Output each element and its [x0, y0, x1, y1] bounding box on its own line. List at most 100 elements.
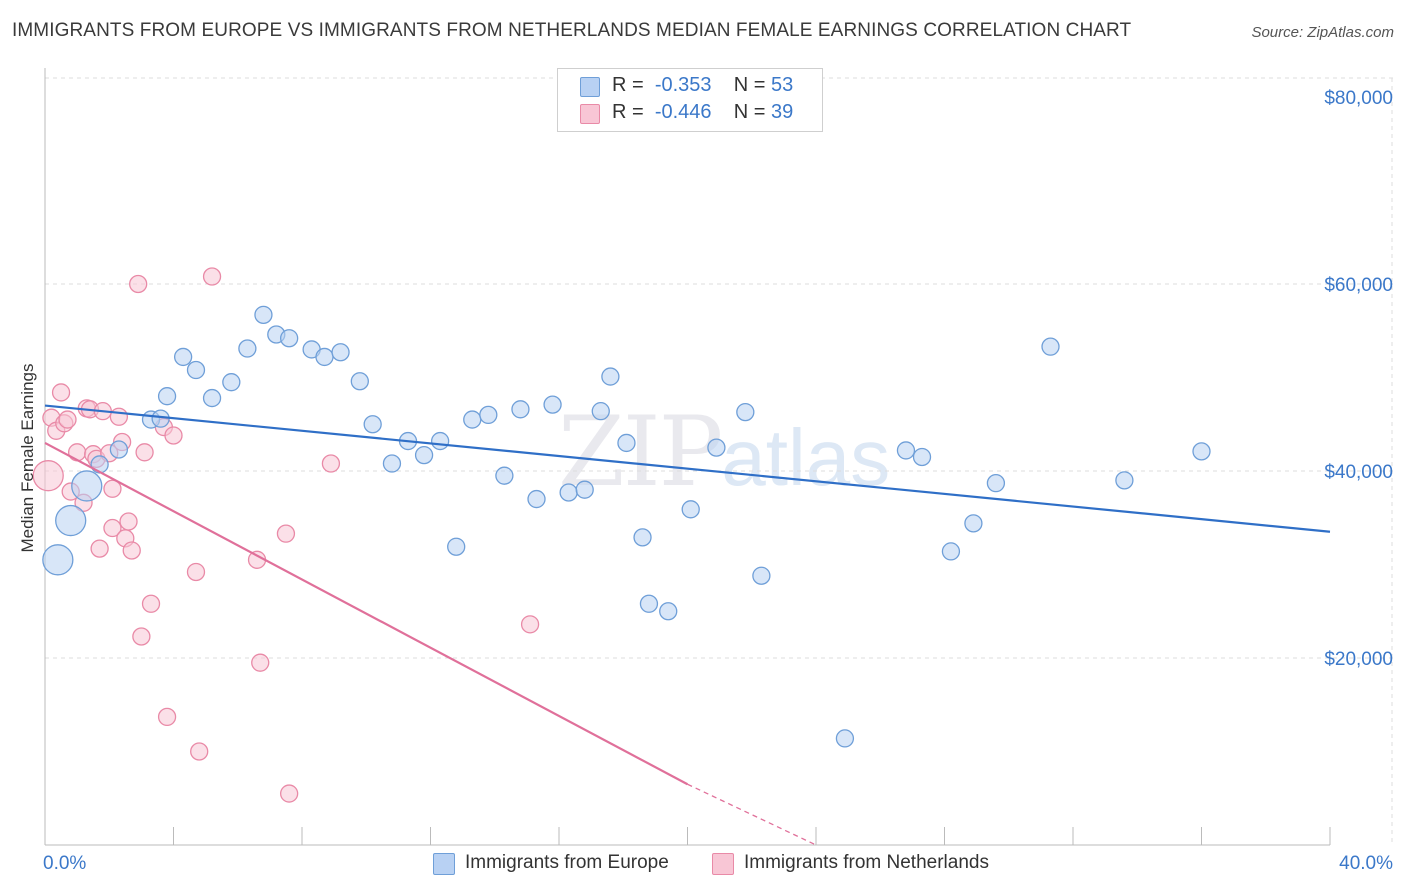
netherlands-points [32, 267, 540, 803]
netherlands-point [109, 407, 129, 426]
trend-lines [44, 404, 1331, 846]
europe-point [331, 343, 350, 362]
europe-point [238, 339, 257, 358]
netherlands-point [129, 274, 148, 294]
netherlands-point [122, 541, 141, 560]
series-label-netherlands: Immigrants from Netherlands [744, 852, 989, 873]
europe-point [350, 372, 369, 391]
europe-point [495, 466, 514, 485]
netherlands-point [164, 426, 183, 445]
europe-point [511, 400, 530, 419]
x-tick-label-max: 40.0% [1339, 853, 1393, 874]
europe-point [315, 347, 334, 367]
netherlands-point [279, 784, 299, 803]
europe-point [173, 347, 193, 367]
europe-point [964, 514, 983, 533]
europe-point [736, 402, 755, 422]
europe-point [109, 440, 129, 459]
legend-r-label: R = [612, 74, 644, 96]
netherlands-point [135, 443, 154, 462]
europe-point [90, 455, 109, 474]
europe-point [463, 410, 482, 429]
europe-point [151, 409, 170, 428]
europe-point [591, 402, 610, 421]
netherlands-trend-extension [687, 783, 817, 846]
europe-point [575, 480, 594, 499]
netherlands-point [67, 443, 87, 462]
series-swatch-netherlands [712, 853, 734, 875]
watermark-atlas: atlas [721, 413, 891, 502]
europe-point [414, 445, 434, 465]
netherlands-point [132, 627, 151, 646]
europe-point [707, 438, 726, 457]
legend-swatch-netherlands [580, 104, 600, 124]
x-tick-label-min: 0.0% [43, 853, 86, 874]
correlation-legend: R = -0.353 N = 53 R = -0.446 N = 39 [557, 68, 823, 132]
y-axis-label: Median Female Earnings [18, 363, 37, 553]
europe-point [186, 360, 206, 380]
netherlands-point [321, 454, 341, 473]
source-credit: Source: ZipAtlas.com [1251, 24, 1394, 41]
europe-point [633, 528, 652, 547]
legend-n-value-netherlands: 39 [771, 101, 794, 123]
netherlands-point [157, 707, 177, 727]
legend-r-label: R = [612, 101, 644, 123]
europe-trend-line [44, 404, 1331, 533]
europe-point [681, 500, 700, 519]
y-tick-label: $20,000 [1324, 649, 1393, 670]
netherlands-point [119, 512, 138, 531]
legend-n-label: N = [733, 101, 766, 123]
europe-point [254, 305, 273, 325]
europe-points [42, 305, 1211, 748]
series-swatch-europe [433, 853, 455, 875]
netherlands-point [190, 742, 209, 761]
netherlands-point [202, 267, 222, 286]
netherlands-point [276, 524, 296, 543]
legend-n-label: N = [733, 74, 766, 96]
europe-point [835, 729, 855, 748]
europe-point [279, 329, 299, 348]
netherlands-point [103, 479, 122, 498]
europe-point [430, 431, 450, 451]
europe-point [941, 542, 961, 561]
netherlands-point [51, 383, 71, 402]
netherlands-point [58, 410, 77, 429]
europe-point [659, 602, 678, 621]
europe-point [202, 388, 222, 408]
europe-point [1041, 337, 1060, 356]
netherlands-point [186, 562, 206, 582]
y-tick-label: $80,000 [1324, 88, 1393, 109]
series-label-europe: Immigrants from Europe [465, 852, 669, 873]
europe-point [752, 566, 771, 585]
europe-point [222, 373, 241, 392]
europe-point [479, 405, 498, 425]
legend-r-value-netherlands: -0.446 [654, 101, 712, 123]
axes [44, 68, 1331, 846]
y-tick-label: $60,000 [1324, 275, 1393, 296]
europe-point [559, 483, 578, 502]
tick-labels: $20,000 $40,000 $60,000 $80,000 0.0% 40.0% [43, 88, 1393, 874]
europe-point [896, 441, 916, 460]
europe-point [363, 415, 382, 434]
europe-point [601, 367, 620, 386]
europe-point [1192, 442, 1211, 461]
europe-point [527, 489, 546, 509]
netherlands-trend-line [44, 441, 689, 786]
grid-lines [45, 77, 1395, 845]
europe-point [55, 504, 87, 537]
europe-point [617, 433, 636, 453]
legend-swatch-europe [580, 77, 600, 97]
europe-point [543, 395, 562, 414]
netherlands-point [103, 518, 122, 538]
europe-point [382, 454, 402, 473]
europe-point [71, 470, 103, 502]
legend-n-value-europe: 53 [771, 74, 794, 96]
europe-point [157, 387, 177, 406]
netherlands-point [90, 539, 109, 558]
netherlands-point [251, 653, 270, 672]
europe-point [1115, 471, 1134, 490]
netherlands-point [520, 615, 540, 634]
legend-r-value-europe: -0.353 [654, 74, 712, 96]
europe-point [986, 474, 1006, 493]
